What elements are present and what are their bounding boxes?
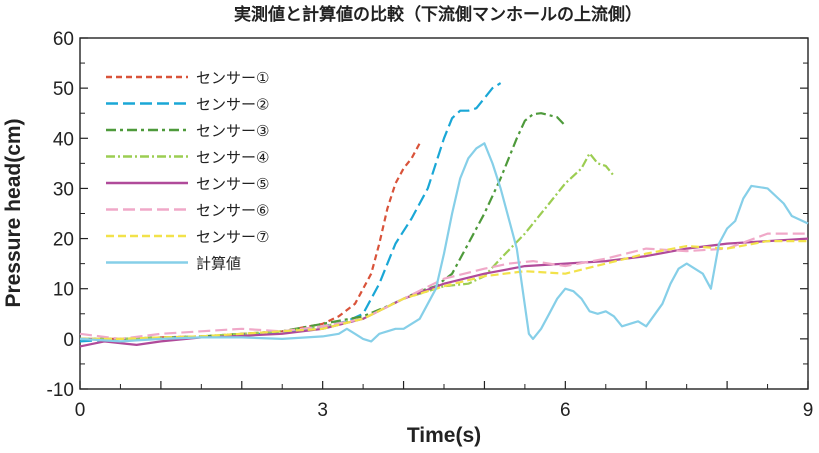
y-tick-label: 10 [53,280,74,301]
legend-label-6: センサー⑥ [196,202,269,220]
legend: センサー① センサー② センサー③ センサー④ センサー⑤ センサー⑥ センサー⑦ 計算値 [106,69,269,273]
legend-label-5: センサー⑤ [196,175,269,193]
y-tick-label: 20 [53,230,74,251]
series-line-8 [79,142,809,343]
series-line-2 [79,82,502,343]
y-tick-label: 40 [53,129,74,150]
legend-label-1: センサー① [196,69,269,87]
legend-label-3: センサー③ [196,122,269,140]
legend-label-8: 計算値 [196,255,241,273]
legend-label-7: センサー⑦ [196,228,269,246]
y-tick-label: 30 [53,179,74,200]
legend-label-2: センサー② [196,96,269,114]
y-tick-label: -10 [47,380,74,401]
legend-label-4: センサー④ [196,149,269,167]
series-line-4 [80,152,615,340]
y-tick-label: 0 [63,330,74,351]
series-line-6 [79,232,808,340]
x-tick-label: 3 [317,400,328,421]
x-tick-label: 9 [803,400,814,421]
x-axis-ticks: 0 3 6 9 [75,381,814,421]
chart-title: 実測値と計算値の比較（下流側マンホールの上流側） [234,4,642,25]
x-tick-label: 6 [560,400,571,421]
y-axis-ticks: -10 0 10 20 30 40 50 60 [47,29,808,401]
y-tick-label: 60 [53,29,74,50]
x-tick-label: 0 [75,400,86,421]
series-layer [79,82,809,348]
x-axis-label: Time(s) [407,424,481,447]
series-line-3 [80,112,567,340]
y-tick-label: 50 [53,79,74,100]
y-axis-label: Pressure head(cm) [2,118,25,307]
